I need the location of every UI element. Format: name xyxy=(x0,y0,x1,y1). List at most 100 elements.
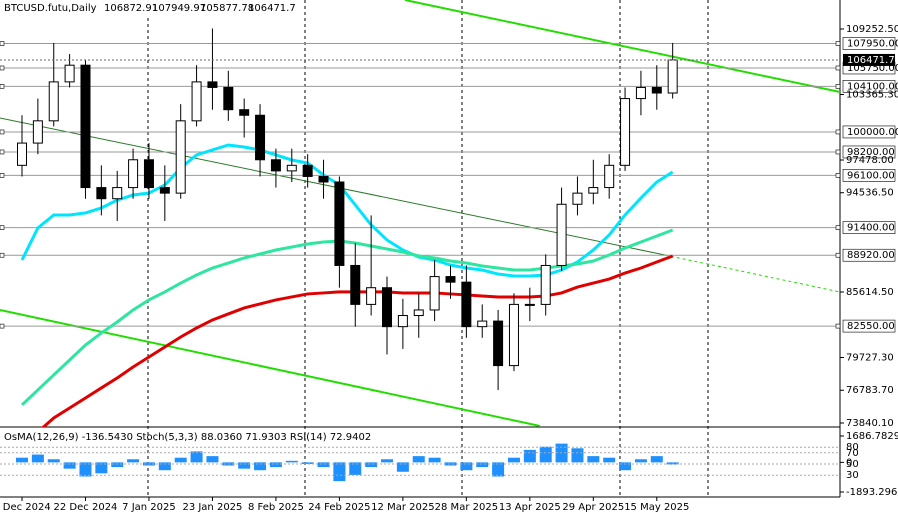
candle-body xyxy=(64,64,75,83)
moving-average xyxy=(20,143,674,278)
osma-bar xyxy=(158,462,171,471)
candle-body xyxy=(334,181,345,266)
level-label: 104100.00 xyxy=(847,81,898,92)
osma-bar xyxy=(285,460,298,463)
osma-bar xyxy=(492,462,505,477)
candle-body xyxy=(96,187,107,200)
level-handle xyxy=(835,65,841,71)
osc-tick-label: 0 xyxy=(846,457,852,468)
candle-body xyxy=(651,86,662,94)
candle-body xyxy=(445,276,456,283)
osma-bar xyxy=(428,457,441,463)
osma-bar xyxy=(127,459,140,463)
osma-bar xyxy=(269,462,282,468)
osma-bar xyxy=(460,462,473,471)
level-label: 91400.00 xyxy=(847,223,895,234)
osc-level-label: 30 xyxy=(846,470,859,481)
level-handle xyxy=(0,65,5,71)
level-label: 88920.00 xyxy=(847,250,895,261)
level-handle xyxy=(835,129,841,135)
candle-body xyxy=(191,81,202,122)
level-handle xyxy=(835,149,841,155)
level-label: 82550.00 xyxy=(847,321,895,332)
osc-level-label: 80 xyxy=(846,442,859,453)
level-box xyxy=(842,169,896,182)
x-tick-label: 29 Apr 2025 xyxy=(562,502,624,513)
level-handle xyxy=(0,173,5,178)
last-price-label: 106471.70 xyxy=(847,55,898,66)
candle-body xyxy=(159,187,170,194)
level-handle xyxy=(835,323,841,329)
candle-body xyxy=(382,287,393,328)
osma-bar xyxy=(571,448,584,463)
x-tick-label: 24 Feb 2025 xyxy=(308,502,370,513)
y-tick-label: 97478.00 xyxy=(846,155,894,166)
candle-body xyxy=(17,142,27,166)
level-box xyxy=(842,248,896,262)
candle-body xyxy=(207,81,218,88)
osma-bar xyxy=(396,462,409,472)
candle-body xyxy=(80,64,91,189)
symbol: BTCUSD.futu,Daily xyxy=(4,3,97,14)
level-label: 105750.00 xyxy=(847,63,898,74)
ohlc-high: 107949.97 xyxy=(152,3,206,14)
trendlines xyxy=(0,0,841,427)
osma-bar xyxy=(476,462,489,468)
osma-bar xyxy=(666,462,679,465)
candle-body xyxy=(350,264,361,305)
osc-level-label: 70 xyxy=(846,448,859,459)
y-tick-label: 85614.50 xyxy=(846,287,894,298)
trendline-channel xyxy=(0,117,666,256)
level-handle xyxy=(0,149,5,155)
candle-body xyxy=(524,303,535,306)
osma-bar xyxy=(349,462,362,475)
candle-body xyxy=(429,276,440,311)
candle-body xyxy=(143,159,154,189)
osma-bar xyxy=(174,457,187,463)
candle-body xyxy=(112,187,123,200)
osma-bar xyxy=(79,462,92,477)
level-box xyxy=(842,145,896,159)
candle-body xyxy=(508,303,519,367)
x-tick-label: 6 Dec 2024 xyxy=(0,502,51,513)
x-tick-label: 22 Dec 2024 xyxy=(54,502,118,513)
oscillator-title: OsMA(12,26,9) -136.5430 Stoch(5,3,3) 88.… xyxy=(4,432,371,443)
level-handle xyxy=(0,225,5,230)
osma-bar xyxy=(603,457,616,463)
osma-bar xyxy=(634,459,647,463)
level-handle xyxy=(0,84,5,89)
candle-body xyxy=(48,81,59,122)
level-handle xyxy=(0,252,5,258)
candle-body xyxy=(32,120,43,144)
osma-bar xyxy=(507,457,520,463)
candle-body xyxy=(366,287,377,305)
y-tick-label: 79727.30 xyxy=(846,352,894,363)
candle-body xyxy=(540,264,551,305)
ohlc-close: 106471.7 xyxy=(248,3,296,14)
last-price-box xyxy=(843,53,895,66)
osc-tick-label: -1893.296 xyxy=(846,487,897,498)
candle-body xyxy=(223,86,234,111)
x-tick-label: 28 Mar 2025 xyxy=(435,502,498,513)
candle-body xyxy=(413,309,424,317)
x-tick-label: 15 May 2025 xyxy=(624,502,689,513)
candle-body xyxy=(175,120,186,194)
level-handle xyxy=(0,129,5,135)
y-tick-label: 103365.30 xyxy=(846,90,898,101)
osma-bar xyxy=(317,462,330,468)
candle-body xyxy=(128,159,139,189)
y-tick-label: 94536.50 xyxy=(846,188,894,199)
main-panel xyxy=(0,28,840,427)
ohlc-low: 105877.78 xyxy=(200,3,254,14)
y-tick-label: 109252.50 xyxy=(846,24,898,35)
candle-body xyxy=(588,187,599,194)
y-tick-label: 73840.10 xyxy=(846,418,894,429)
osma-bar xyxy=(190,451,203,463)
x-tick-label: 13 Apr 2025 xyxy=(499,502,561,513)
osma-bar xyxy=(381,459,394,463)
level-handle xyxy=(835,41,841,46)
candle-body xyxy=(255,114,266,161)
osma-bar xyxy=(365,462,378,468)
osma-bar xyxy=(587,456,600,463)
